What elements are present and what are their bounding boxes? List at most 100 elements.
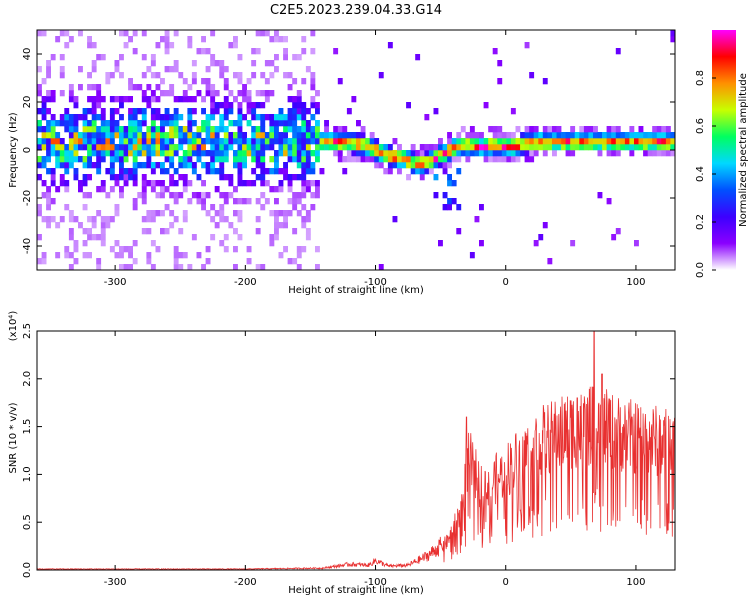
spectrogram-cell	[492, 138, 498, 145]
spectrogram-cell	[264, 144, 270, 151]
spectrogram-cell	[169, 222, 175, 229]
spectrogram-cell	[141, 174, 147, 181]
spectrogram-cell	[670, 138, 676, 145]
spectrogram-cell	[55, 132, 61, 139]
spectrogram-cell	[82, 192, 88, 199]
spectrogram-cell	[182, 162, 188, 169]
spectrogram-cell	[173, 120, 179, 127]
spectrogram-cell	[123, 156, 129, 163]
spectrogram-cell	[123, 126, 129, 133]
spectrogram-cell	[310, 192, 316, 199]
spectrogram-cell	[68, 144, 74, 151]
snr-panel: -300 -200 -100 0 100 0.0 0.5 1.0 1.5 2.0 2.5 Heig…	[8, 311, 676, 596]
spectrogram-cell	[456, 168, 462, 175]
spectrogram-cell	[269, 186, 275, 193]
spectrogram-cell	[210, 132, 216, 139]
spectrogram-cell	[670, 144, 676, 151]
spectrogram-cell	[73, 168, 79, 175]
spectrogram-cell	[105, 72, 111, 79]
spectrogram-cell	[160, 120, 165, 127]
spectrogram-cell	[337, 156, 343, 163]
spectrogram-cell	[451, 144, 457, 151]
spectrogram-cell	[488, 150, 494, 157]
spectrogram-cell	[155, 180, 161, 187]
snr-x-tick-label: -200	[234, 577, 257, 588]
spectrogram-cell	[150, 108, 156, 115]
spectrogram-cell	[643, 144, 648, 151]
spectrogram-cell	[643, 138, 648, 145]
spectrogram-cell	[128, 78, 133, 85]
spectrogram-cell	[506, 138, 512, 145]
spectrogram-cell	[105, 150, 111, 157]
spectrogram-cell	[205, 48, 211, 55]
spectrogram-cell	[415, 54, 421, 61]
spectrogram-cell	[223, 156, 229, 163]
spectrogram-cell	[73, 258, 79, 265]
spectrogram-cell	[150, 216, 156, 223]
spectrogram-cell	[223, 198, 229, 205]
snr-y-ticks: 0.0 0.5 1.0 1.5 2.0 2.5	[22, 323, 675, 578]
spectrogram-cell	[210, 108, 216, 115]
spectrogram-cell	[223, 102, 229, 109]
spectrogram-cell	[82, 240, 88, 247]
spectrogram-cell	[173, 258, 179, 265]
spectrogram-cell	[656, 144, 662, 151]
spectrogram-cell	[87, 192, 92, 199]
spectrogram-cell	[205, 150, 211, 157]
spectrogram-cell	[483, 102, 489, 109]
spectrogram-cell	[488, 138, 494, 145]
spectrogram-cell	[542, 138, 548, 145]
spectrogram-cell	[228, 120, 234, 127]
spectrogram-cell	[602, 138, 607, 145]
spectrogram-cell	[515, 126, 521, 133]
spectrogram-cell	[155, 246, 161, 253]
spectrogram-cell	[356, 120, 361, 127]
spectrogram-cell	[269, 132, 275, 139]
colorbar-tick-label: 0.2	[695, 214, 706, 230]
spectrogram-cell	[292, 132, 298, 139]
spectrogram-cell	[246, 138, 252, 145]
spectrogram-cell	[155, 84, 161, 91]
spectrogram-cell	[96, 150, 102, 157]
spectrogram-cell	[100, 222, 106, 229]
spectrogram-cell	[305, 144, 311, 151]
spectrogram-cell	[378, 72, 384, 79]
spectrogram-cell	[169, 84, 175, 91]
spectrogram-cell	[164, 228, 170, 235]
spectrogram-cell	[310, 102, 316, 109]
spectrogram-cell	[182, 174, 188, 181]
spectrogram-cell	[55, 120, 61, 127]
spectrogram-cell	[410, 168, 416, 175]
spectrogram-cell	[597, 132, 603, 139]
spectrogram-cell	[296, 150, 302, 157]
spectrogram-cell	[55, 186, 61, 193]
spectrogram-cell	[160, 210, 165, 217]
spectrogram-cell	[264, 198, 270, 205]
spectrogram-cell	[37, 84, 42, 91]
spectrogram-cell	[274, 30, 279, 37]
spectrogram-cell	[410, 144, 416, 151]
spectrogram-cell	[228, 180, 234, 187]
spectrogram-cell	[191, 168, 197, 175]
spectrogram-cell	[196, 150, 202, 157]
spectrogram-cell	[337, 132, 343, 139]
spectrogram-cell	[187, 264, 193, 271]
spectrogram-cell	[287, 174, 293, 181]
spectrogram-cell	[237, 108, 243, 115]
spectrogram-cell	[415, 168, 421, 175]
spectrogram-cell	[169, 192, 175, 199]
spectrogram-cell	[141, 228, 147, 235]
spectrogram-cell	[82, 156, 88, 163]
spectrogram-cell	[41, 108, 47, 115]
spectrogram-cell	[164, 48, 170, 55]
snr-frame	[36, 330, 676, 571]
spectrogram-cell	[319, 168, 325, 175]
snr-y-tick-label: 1.5	[22, 419, 33, 435]
spectrogram-cell	[50, 54, 56, 61]
spectrogram-cell	[310, 150, 316, 157]
spectrogram-cell	[164, 120, 170, 127]
spectrogram-cell	[301, 216, 307, 223]
spectrogram-cell	[383, 168, 389, 175]
spectrogram-cell	[82, 126, 88, 133]
spectrogram-cell	[442, 162, 448, 169]
